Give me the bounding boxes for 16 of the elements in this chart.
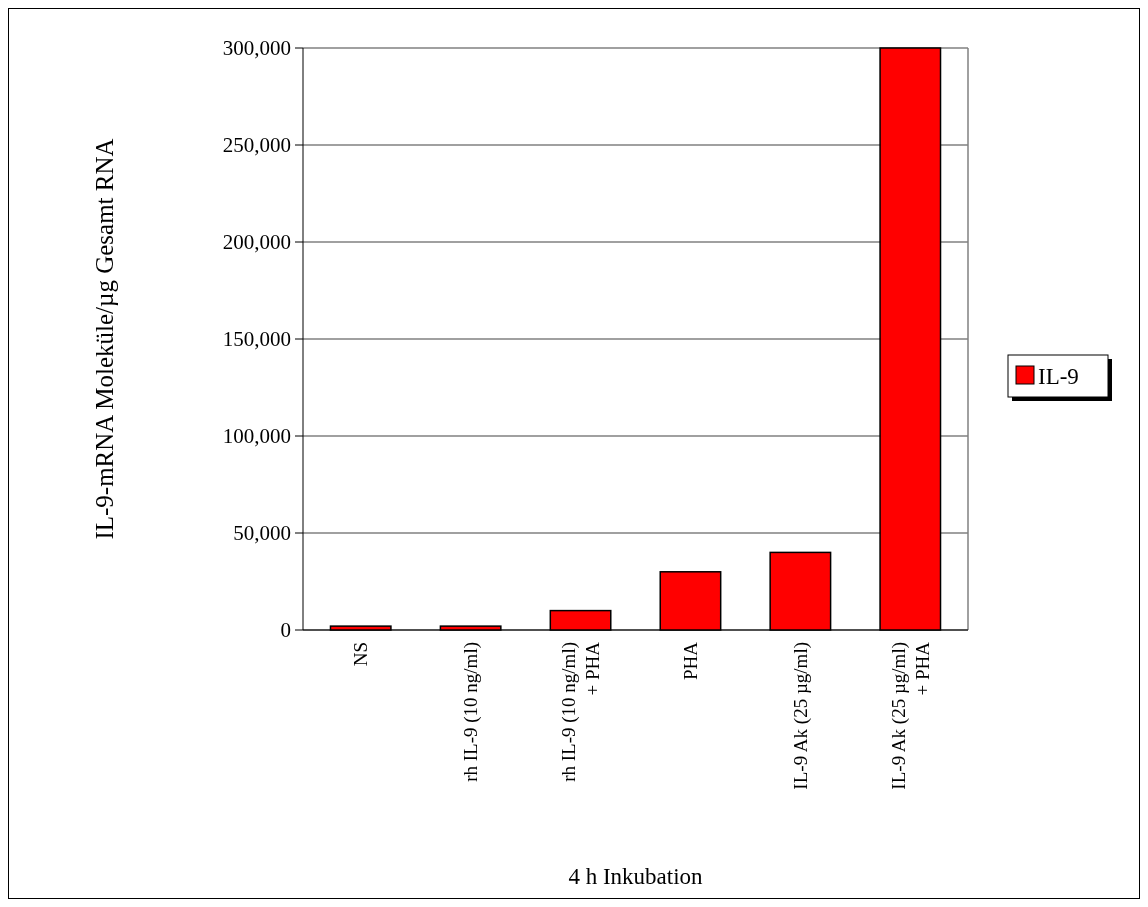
x-axis-title: 4 h Inkubation [568, 864, 704, 889]
y-tick-label: 300,000 [222, 36, 291, 61]
x-tick-label: NS [350, 642, 372, 667]
x-tick-label: rh IL-9 (10 ng/ml) + PHA [558, 641, 604, 782]
x-tick-label: PHA [680, 641, 702, 681]
y-tick-label: 0 [280, 618, 291, 643]
legend-label: IL-9 [1038, 364, 1079, 390]
y-tick-label: 250,000 [222, 133, 291, 158]
y-tick-label: 150,000 [222, 327, 291, 352]
y-tick-label: 200,000 [222, 230, 291, 255]
y-axis-title: IL-9-mRNA Moleküle/µg Gesamt RNA [91, 138, 118, 540]
x-tick-label: rh IL-9 (10 ng/ml) [460, 642, 483, 782]
x-tick-label: IL-9 Ak (25 µg/ml) + PHA [887, 641, 933, 790]
y-tick-label: 100,000 [222, 424, 291, 449]
y-tick-label: 50,000 [233, 521, 291, 546]
x-tick-label: IL-9 Ak (25 µg/ml) [790, 642, 813, 790]
